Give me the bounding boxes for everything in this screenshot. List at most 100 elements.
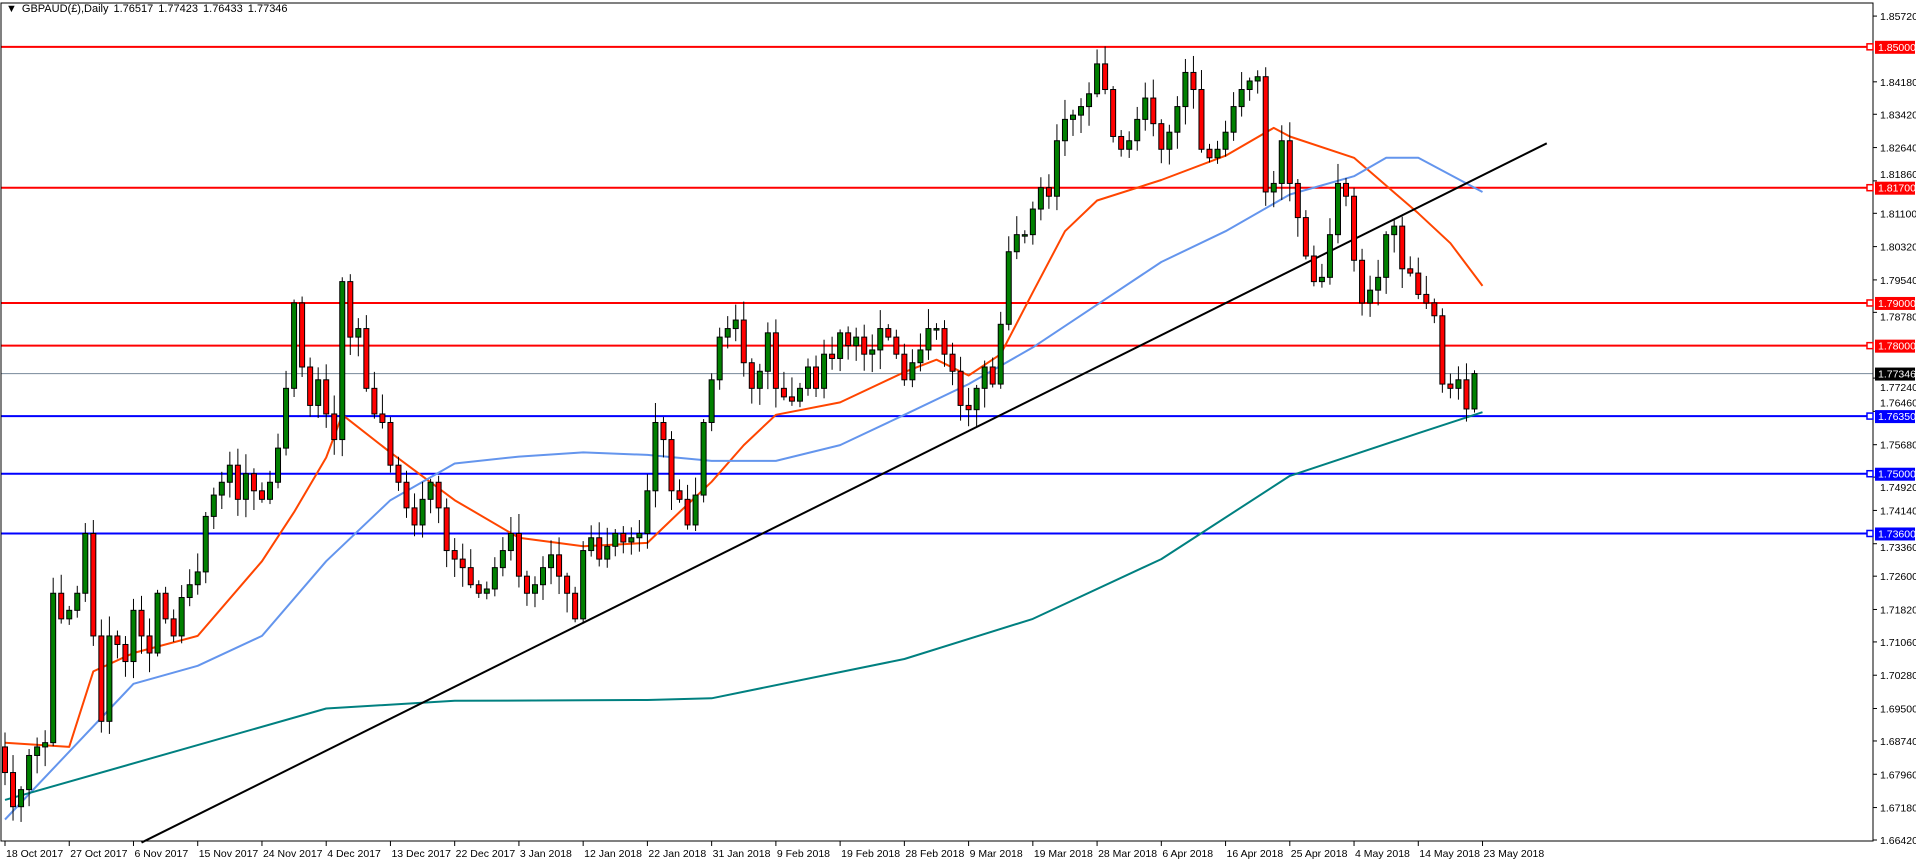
bull-candle-body (636, 532, 643, 539)
bear-candle-body (893, 336, 900, 355)
candle (732, 304, 739, 342)
candle (853, 327, 860, 361)
bull-candle-body (1270, 182, 1277, 193)
x-tick-label: 31 Jan 2018 (713, 848, 771, 860)
bear-candle-body (660, 421, 667, 441)
candle (451, 538, 458, 577)
bull-candle-body (1455, 379, 1462, 389)
bull-candle-body (1214, 148, 1221, 159)
bull-candle-body (106, 635, 113, 722)
price-axis[interactable]: 1.85720 1.84180 1.83420 1.82640 1.81860 1.811… (1873, 11, 1916, 847)
candle (829, 336, 836, 370)
bear-candle-body (451, 550, 458, 560)
bear-candle-body (1045, 187, 1052, 197)
bull-candle-body (1383, 234, 1390, 278)
candle (1455, 366, 1462, 400)
candle (283, 370, 290, 456)
candle (258, 482, 265, 503)
candle (556, 537, 563, 595)
bull-candle-body (26, 754, 33, 791)
candle (748, 358, 755, 404)
x-tick-label: 28 Mar 2018 (1098, 848, 1157, 860)
candle (1142, 82, 1149, 131)
candle (1005, 236, 1012, 331)
bull-candle-body (604, 545, 611, 560)
bear-candle-body (395, 464, 402, 483)
bull-candle-body (1126, 140, 1133, 150)
candle (1078, 98, 1085, 133)
bull-candle-body (732, 319, 739, 330)
candle (1423, 275, 1430, 310)
bull-candle-body (917, 349, 924, 364)
bear-candle-body (1431, 302, 1438, 317)
bull-candle-body (652, 421, 659, 492)
bear-candle-body (556, 554, 563, 577)
y-tick-label: 1.81860 (1880, 169, 1916, 181)
bull-candle-body (226, 464, 233, 483)
bear-candle-body (1190, 71, 1197, 91)
x-tick-label: 19 Mar 2018 (1034, 848, 1093, 860)
bull-candle-body (1086, 93, 1093, 108)
bear-candle-body (941, 328, 948, 355)
bear-candle-body (475, 584, 482, 594)
price-tags: 1.85000 1.81700 1.79000 1.78000 1.76350 1.750… (1866, 40, 1916, 541)
bear-candle-body (411, 507, 418, 526)
bear-candle-body (363, 328, 370, 389)
bear-candle-body (740, 319, 747, 364)
candle (596, 522, 603, 567)
bull-candle-body (628, 537, 635, 543)
candle (1399, 216, 1406, 288)
bull-candle-body (716, 336, 723, 381)
price-tag-support (1875, 467, 1915, 481)
candle (98, 619, 105, 733)
candle (42, 730, 49, 767)
candle (1069, 109, 1076, 136)
candle (74, 585, 81, 618)
x-tick-label: 4 Dec 2017 (327, 848, 381, 860)
bull-candle-body (580, 550, 587, 620)
candle (869, 334, 876, 373)
bear-candle-body (443, 507, 450, 552)
bull-candle-body (1278, 140, 1285, 184)
bear-candle-body (1447, 383, 1454, 389)
bear-candle-body (90, 532, 97, 637)
candle (483, 581, 490, 600)
x-tick-label: 4 May 2018 (1355, 848, 1410, 860)
bull-candle-body (933, 328, 940, 331)
triangle-down-icon[interactable]: ▼ (6, 3, 17, 15)
candle (845, 326, 852, 360)
candle (564, 572, 571, 613)
candle (764, 322, 771, 390)
candle (50, 577, 57, 747)
bear-candle-body (467, 567, 474, 586)
bear-candle-body (122, 643, 129, 663)
x-tick-label: 13 Dec 2017 (391, 848, 451, 860)
candle (507, 517, 514, 561)
bull-candle-body (1367, 289, 1374, 304)
candle (1391, 219, 1398, 253)
x-tick-label: 15 Nov 2017 (199, 848, 259, 860)
candle (1061, 99, 1068, 156)
bull-candle-body (50, 592, 57, 744)
candle (210, 487, 217, 530)
bull-candle-body (130, 609, 137, 663)
candle (1302, 210, 1309, 260)
bear-candle-body (1286, 140, 1293, 184)
bull-candle-body (283, 387, 290, 449)
y-tick-label: 1.74920 (1880, 482, 1916, 494)
bear-candle-body (788, 396, 795, 402)
y-tick-label: 1.83420 (1880, 109, 1916, 121)
candle (1110, 86, 1117, 143)
bear-candle-body (780, 387, 787, 398)
candle (877, 310, 884, 370)
time-axis[interactable]: 18 Oct 2017 27 Oct 2017 6 Nov 2017 15 Nov 2… (4, 841, 1544, 860)
candle (933, 323, 940, 340)
bull-candle-body (178, 597, 185, 637)
current-price-tag (1875, 367, 1915, 381)
price-tag-support (1875, 410, 1915, 424)
candle (540, 556, 547, 600)
bear-candle-body (596, 537, 603, 560)
candle (989, 357, 996, 388)
level-anchor-handle (1866, 299, 1874, 307)
